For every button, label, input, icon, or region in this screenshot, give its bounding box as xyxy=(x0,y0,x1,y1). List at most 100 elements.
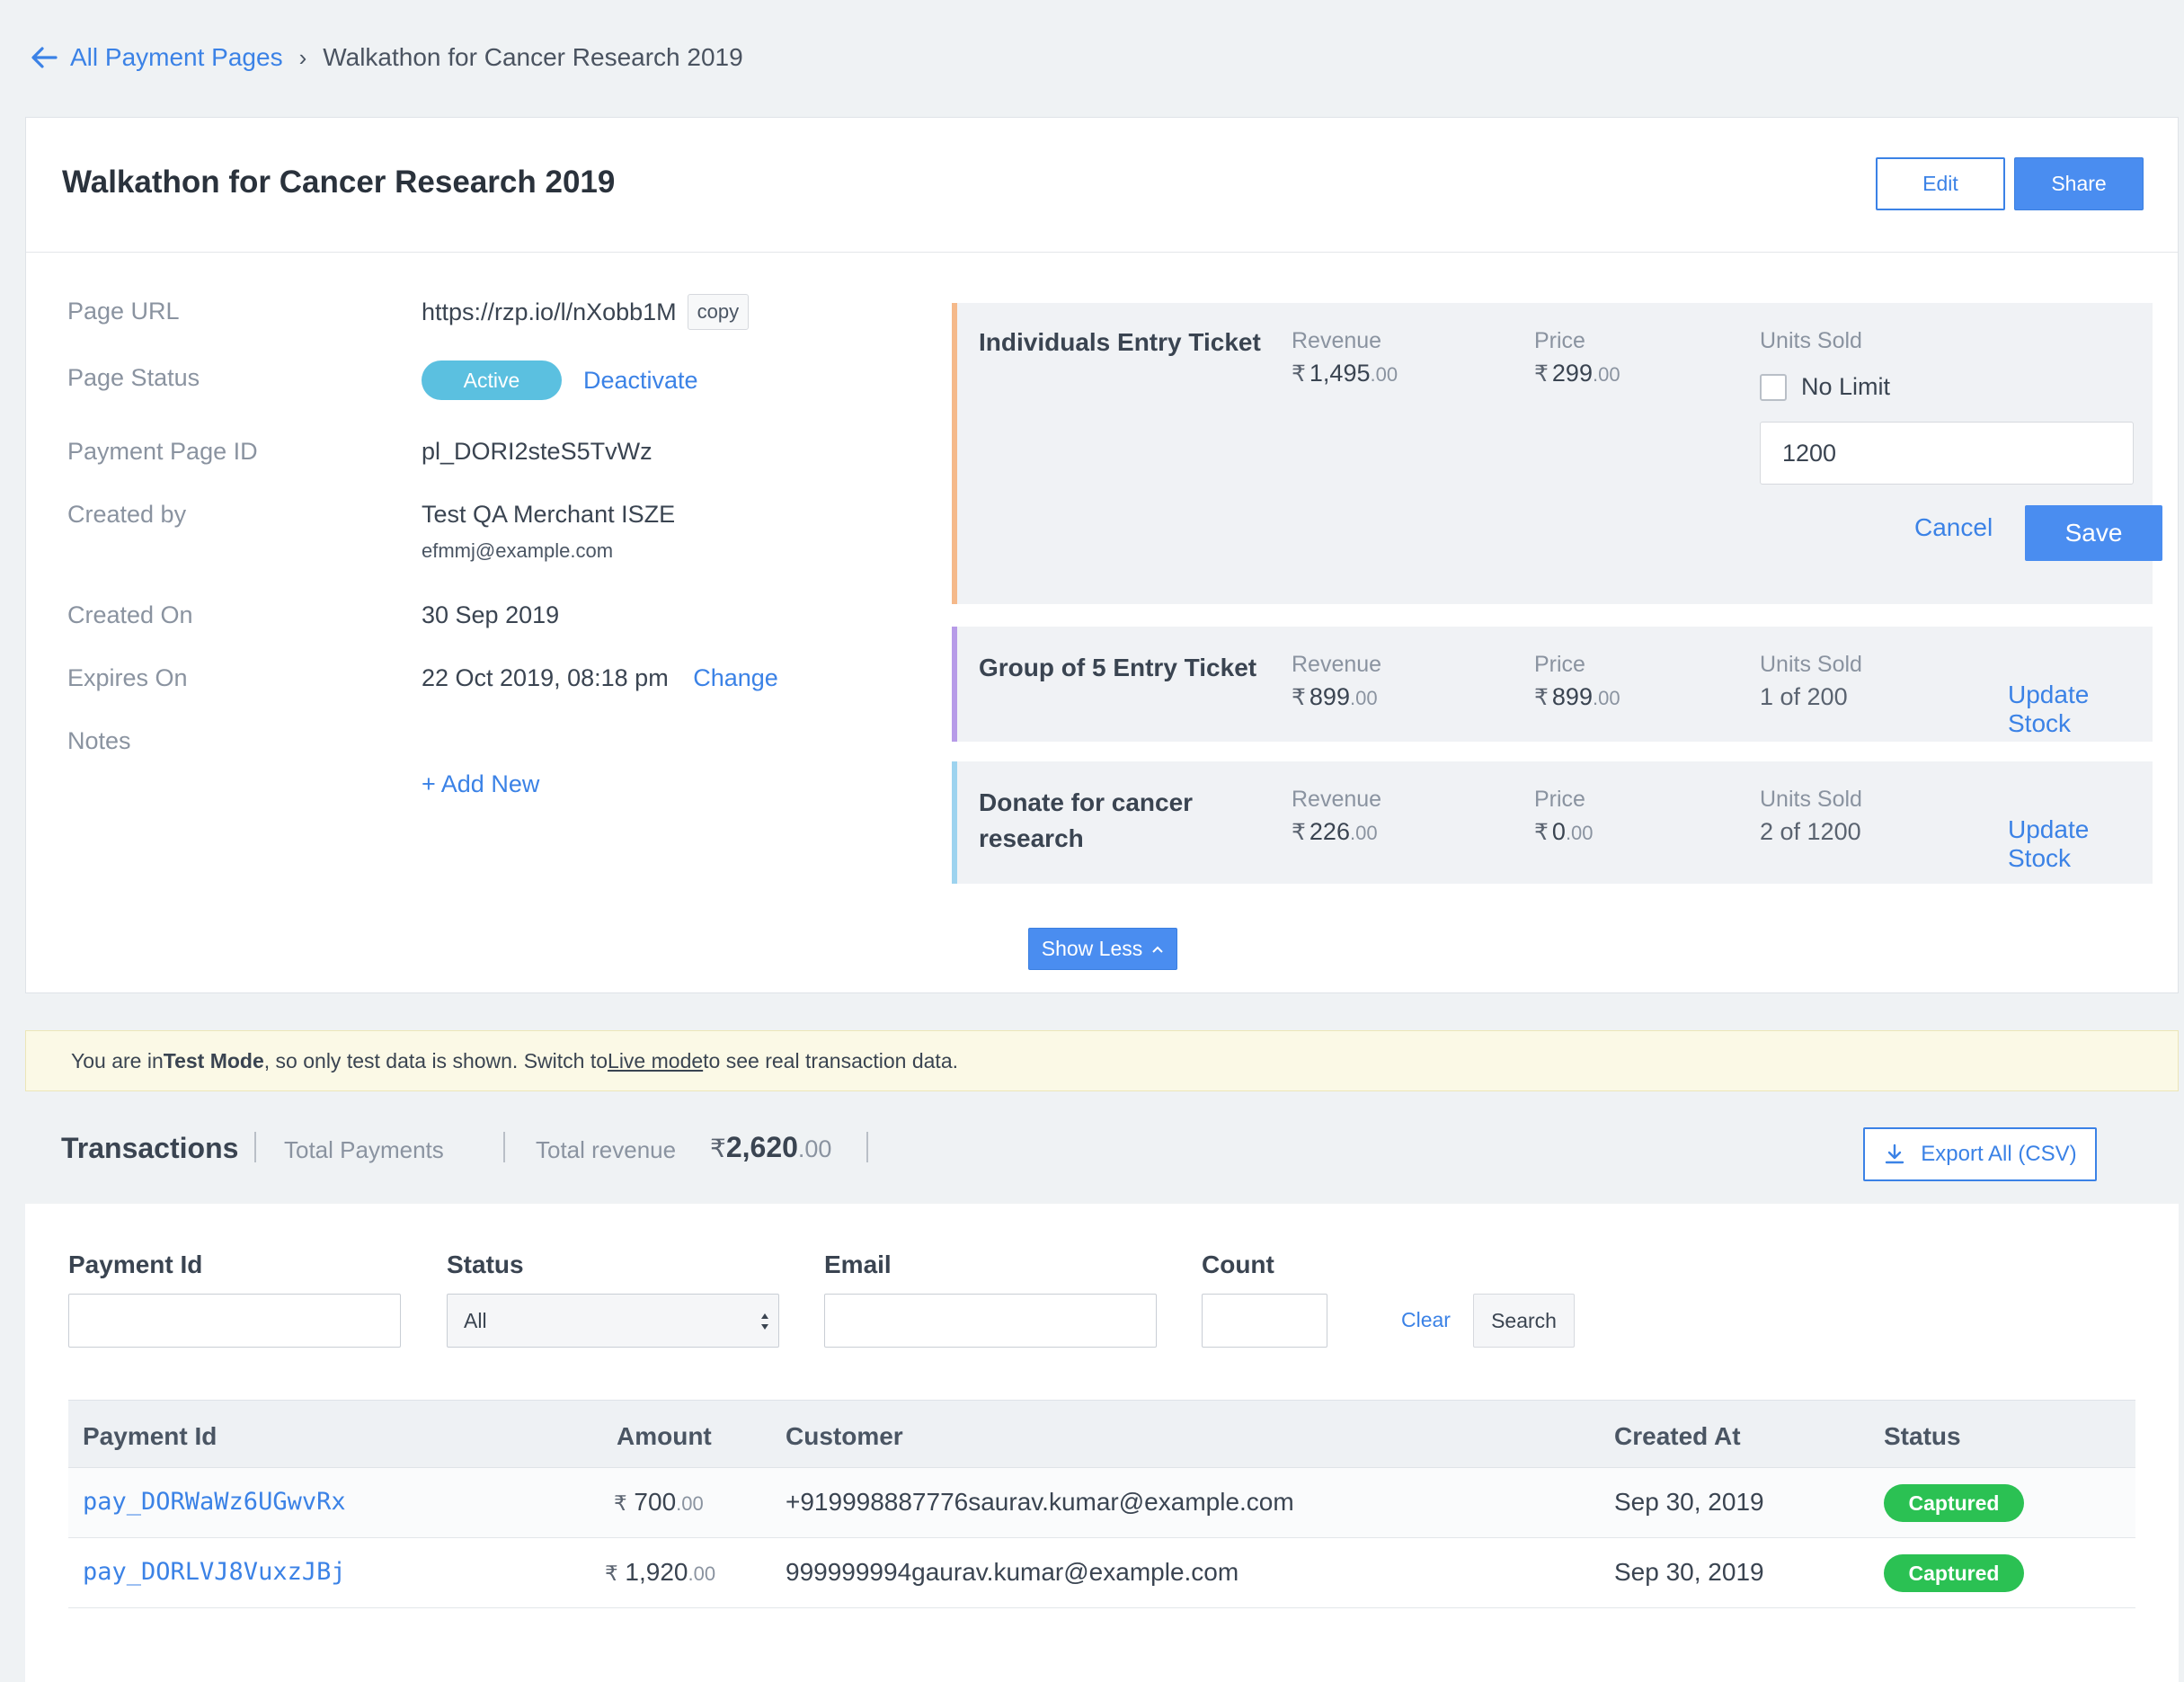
email-input[interactable] xyxy=(824,1294,1157,1348)
expires-on-value: 22 Oct 2019, 08:18 pm xyxy=(422,664,669,691)
rupee-icon: ₹ xyxy=(1292,361,1306,387)
units-sold-label: Units Sold xyxy=(1760,787,1862,812)
change-expiry-link[interactable]: Change xyxy=(693,664,778,691)
arrow-left-icon[interactable] xyxy=(29,44,59,71)
revenue-value: ₹1,495.00 xyxy=(1292,360,1398,387)
breadcrumb: All Payment Pages › Walkathon for Cancer… xyxy=(29,40,743,76)
units-sold-value: 2 of 1200 xyxy=(1760,818,1861,845)
item-revenue: Revenue ₹899.00 xyxy=(1292,652,1381,711)
column-header-payment-id: Payment Id xyxy=(83,1422,218,1450)
divider xyxy=(503,1132,505,1162)
item-card-group-of-5: Group of 5 Entry Ticket Revenue ₹899.00 … xyxy=(952,627,2153,742)
price-label: Price xyxy=(1534,787,1585,812)
page-id-label: Payment Page ID xyxy=(67,438,258,465)
share-button[interactable]: Share xyxy=(2014,157,2144,210)
chevron-right-icon: › xyxy=(298,43,307,71)
payment-id-link[interactable]: pay_DORLVJ8VuxzJBj xyxy=(83,1558,346,1586)
expires-on-label: Expires On xyxy=(67,664,188,691)
rupee-icon: ₹ xyxy=(614,1491,627,1515)
live-mode-link[interactable]: Live mode xyxy=(608,1048,704,1072)
rupee-icon: ₹ xyxy=(1534,685,1549,710)
units-sold-label: Units Sold xyxy=(1760,328,1862,353)
column-header-amount: Amount xyxy=(617,1422,712,1450)
expires-on-row: 22 Oct 2019, 08:18 pm Change xyxy=(422,664,778,692)
chevron-up-icon xyxy=(1152,946,1163,953)
filter-email-label: Email xyxy=(824,1250,892,1278)
item-name: Individuals Entry Ticket xyxy=(979,328,1261,356)
no-limit-label: No Limit xyxy=(1801,373,1891,400)
search-button[interactable]: Search xyxy=(1473,1294,1575,1348)
filter-status-label: Status xyxy=(447,1250,524,1278)
revenue-value: ₹899.00 xyxy=(1292,683,1378,710)
divider xyxy=(866,1132,868,1162)
add-note-link[interactable]: + Add New xyxy=(422,770,540,797)
save-stock-button[interactable]: Save xyxy=(2025,505,2162,561)
created-at-cell: Sep 30, 2019 xyxy=(1614,1488,1764,1516)
download-icon xyxy=(1886,1144,1904,1164)
created-by-value: Test QA Merchant ISZE xyxy=(422,501,676,528)
table-row[interactable]: pay_DORLVJ8VuxzJBj ₹ 1,920.00 999999994g… xyxy=(68,1538,2135,1608)
total-payments-label: Total Payments xyxy=(284,1136,444,1163)
test-mode-banner: You are in Test Mode, so only test data … xyxy=(25,1030,2179,1091)
select-arrows-icon xyxy=(761,1313,768,1330)
notes-label: Notes xyxy=(67,727,131,754)
item-price: Price ₹899.00 xyxy=(1534,652,1620,711)
page-url-value: https://rzp.io/l/nXobb1M xyxy=(422,298,677,325)
transactions-header: Transactions Total Payments Total revenu… xyxy=(25,1091,2179,1204)
created-by-email: efmmj@example.com xyxy=(422,539,614,562)
page-status-row: Active Deactivate xyxy=(422,360,698,400)
update-stock-link[interactable]: Update Stock xyxy=(2008,681,2090,737)
column-header-customer: Customer xyxy=(786,1422,903,1450)
copy-button[interactable]: copy xyxy=(687,294,750,330)
created-on-label: Created On xyxy=(67,601,193,628)
clear-filters-link[interactable]: Clear xyxy=(1401,1308,1451,1331)
rupee-icon: ₹ xyxy=(605,1562,618,1585)
stock-input[interactable]: 1200 xyxy=(1760,422,2134,485)
revenue-label: Revenue xyxy=(1292,652,1382,677)
breadcrumb-all-payment-pages[interactable]: All Payment Pages xyxy=(70,43,283,71)
table-row[interactable]: pay_DORWaWz6UGwvRx ₹ 700.00 +91999888777… xyxy=(68,1468,2135,1538)
card-header: Walkathon for Cancer Research 2019 Edit … xyxy=(26,118,2178,253)
no-limit-row: No Limit xyxy=(1760,373,1890,401)
status-badge: Active xyxy=(422,360,562,400)
status-cell: Captured xyxy=(1884,1554,2024,1592)
item-price: Price ₹0.00 xyxy=(1534,787,1594,846)
page-id-value: pl_DORI2steS5TvWz xyxy=(422,438,653,465)
rupee-icon: ₹ xyxy=(1534,361,1549,387)
no-limit-checkbox[interactable] xyxy=(1760,373,1787,401)
item-name: Donate for cancer research xyxy=(979,788,1194,852)
status-select[interactable]: All xyxy=(447,1294,779,1348)
item-card-individuals: Individuals Entry Ticket Revenue ₹1,495.… xyxy=(952,303,2162,604)
item-revenue: Revenue ₹1,495.00 xyxy=(1292,328,1398,387)
transactions-body: Payment Id Status All Email Count Clear … xyxy=(25,1204,2179,1682)
item-card-donate: Donate for cancer research Revenue ₹226.… xyxy=(952,761,2153,884)
amount-cell: ₹ 700.00 xyxy=(614,1488,704,1516)
deactivate-link[interactable]: Deactivate xyxy=(583,366,698,394)
show-less-button[interactable]: Show Less xyxy=(1028,928,1177,970)
customer-cell: 999999994gaurav.kumar@example.com xyxy=(786,1558,1239,1586)
price-value: ₹299.00 xyxy=(1534,360,1620,387)
filter-payment-id-label: Payment Id xyxy=(68,1250,203,1278)
payment-id-link[interactable]: pay_DORWaWz6UGwvRx xyxy=(83,1488,346,1516)
filter-count-label: Count xyxy=(1202,1250,1274,1278)
status-badge: Captured xyxy=(1884,1484,2024,1522)
page-url-label: Page URL xyxy=(67,298,180,325)
breadcrumb-current: Walkathon for Cancer Research 2019 xyxy=(323,43,743,71)
item-name: Group of 5 Entry Ticket xyxy=(979,654,1257,681)
update-stock-link[interactable]: Update Stock xyxy=(2008,815,2090,872)
export-csv-button[interactable]: Export All (CSV) xyxy=(1863,1127,2097,1181)
count-input[interactable] xyxy=(1202,1294,1327,1348)
rupee-icon: ₹ xyxy=(710,1135,726,1162)
price-label: Price xyxy=(1534,328,1585,353)
payment-id-input[interactable] xyxy=(68,1294,401,1348)
cancel-button[interactable]: Cancel xyxy=(1914,513,1993,541)
item-price: Price ₹299.00 xyxy=(1534,328,1620,387)
amount-cell: ₹ 1,920.00 xyxy=(605,1558,716,1586)
page-url-row: https://rzp.io/l/nXobb1M copy xyxy=(422,294,750,330)
total-revenue-label: Total revenue xyxy=(536,1136,677,1163)
page-title: Walkathon for Cancer Research 2019 xyxy=(62,165,616,200)
column-header-status: Status xyxy=(1884,1422,1961,1450)
edit-button[interactable]: Edit xyxy=(1876,157,2005,210)
units-sold-label: Units Sold xyxy=(1760,652,1862,677)
column-header-created-at: Created At xyxy=(1614,1422,1741,1450)
